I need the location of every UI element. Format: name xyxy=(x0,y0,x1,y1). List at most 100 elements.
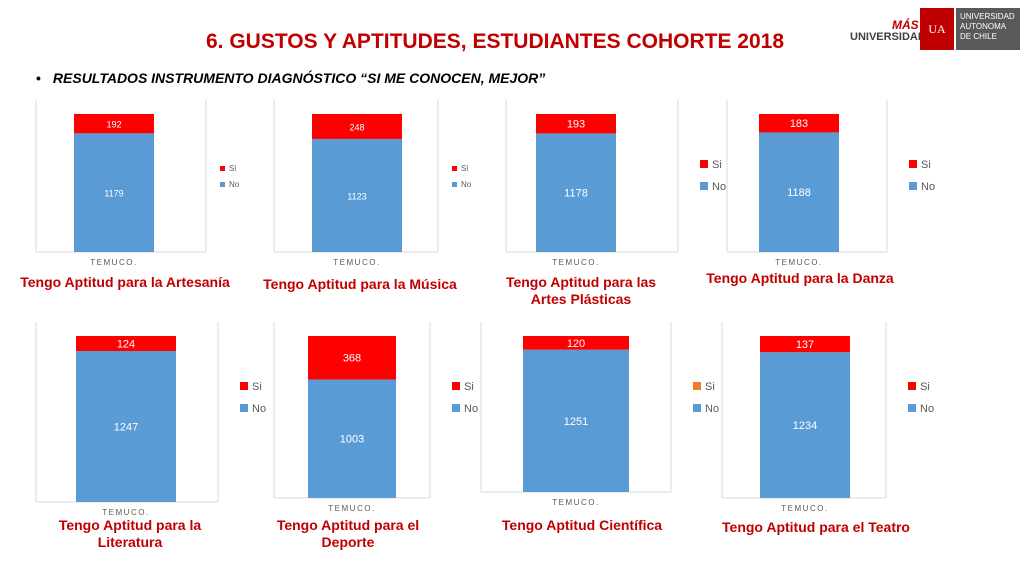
x-tick-label: TEMUCO. xyxy=(775,258,822,267)
legend-label-no: No xyxy=(705,403,719,415)
data-label-si: 124 xyxy=(117,339,135,351)
data-label-no: 1188 xyxy=(787,187,811,199)
chart-caption: Tengo Aptitud para la Literatura xyxy=(58,517,202,550)
data-label-no: 1123 xyxy=(347,191,366,201)
bar-segment-si xyxy=(760,336,850,353)
legend-swatch-no xyxy=(220,182,225,187)
chart-svg: 1178 193 TEMUCO. Si No xyxy=(505,100,726,267)
data-label-si: 248 xyxy=(349,122,364,132)
logo-name-line: UNIVERSIDAD xyxy=(960,12,1015,21)
chart-5: 1247 124 TEMUCO. Si No xyxy=(35,322,338,522)
bar-segment-no xyxy=(76,351,176,502)
data-label-si: 137 xyxy=(796,339,814,351)
bar-segment-si xyxy=(76,336,176,352)
legend-label-no: No xyxy=(921,181,935,193)
data-label-si: 192 xyxy=(106,120,121,130)
chart-svg: 1188 183 TEMUCO. Si No xyxy=(726,100,935,267)
university-logo: MÁS UNIVERSIDAD UA UNIVERSIDAD AUTONOMA … xyxy=(848,8,1020,52)
page-title: 6. GUSTOS Y APTITUDES, ESTUDIANTES COHOR… xyxy=(205,30,785,53)
logo-name-line: AUTONOMA xyxy=(960,22,1007,31)
chart-svg: 1247 124 TEMUCO. Si No xyxy=(35,322,266,517)
legend-swatch-si xyxy=(240,382,248,390)
legend-label-no: No xyxy=(252,403,266,415)
chart-caption: Tengo Aptitud para la Danza xyxy=(706,270,894,286)
legend-swatch-si xyxy=(220,166,225,171)
chart-1: 1179 192 TEMUCO. Si No xyxy=(35,100,326,272)
legend-label-si: Si xyxy=(229,164,236,173)
data-label-si: 193 xyxy=(567,119,585,131)
data-label-no: 1179 xyxy=(104,189,123,199)
subtitle-bullet: • RESULTADOS INSTRUMENTO DIAGNÓSTICO “SI … xyxy=(36,70,545,86)
legend-label-no: No xyxy=(920,403,934,415)
chart-caption: Tengo Aptitud Científica xyxy=(501,517,663,533)
legend-swatch-no xyxy=(908,404,916,412)
bar-segment-si xyxy=(536,114,616,134)
bullet-dot: • xyxy=(36,70,41,86)
legend-swatch-no xyxy=(909,182,917,190)
legend-swatch-si xyxy=(908,382,916,390)
bar-segment-si xyxy=(523,336,629,350)
chart-svg: 1003 368 TEMUCO. Si No xyxy=(273,322,478,513)
legend-label-si: Si xyxy=(705,381,715,393)
x-tick-label: TEMUCO. xyxy=(333,258,380,267)
x-tick-label: TEMUCO. xyxy=(328,504,375,513)
data-label-no: 1003 xyxy=(340,434,364,446)
legend-swatch-no xyxy=(693,404,701,412)
chart-3: 1178 193 TEMUCO. Si No xyxy=(505,100,798,272)
legend-label-no: No xyxy=(712,181,726,193)
chart-svg: 1234 137 TEMUCO. Si No xyxy=(721,322,934,513)
chart-7: 1251 120 TEMUCO. Si No xyxy=(480,322,791,512)
bar-segment-si xyxy=(759,114,839,133)
bar-segment-no xyxy=(74,133,154,252)
chart-caption: Tengo Aptitud para el Deporte xyxy=(276,517,420,550)
legend-label-no: No xyxy=(461,180,472,189)
bar-segment-no xyxy=(523,349,629,492)
chart-caption: Tengo Aptitud para el Teatro xyxy=(722,519,910,535)
bar-segment-si xyxy=(74,114,154,134)
bar-segment-si xyxy=(308,336,396,380)
legend-swatch-no xyxy=(240,404,248,412)
x-tick-label: TEMUCO. xyxy=(552,498,599,507)
legend-swatch-si xyxy=(700,160,708,168)
bar-segment-no xyxy=(312,138,402,252)
chart-svg: 1179 192 TEMUCO. Si No xyxy=(35,100,240,267)
legend-label-no: No xyxy=(464,403,478,415)
chart-6: 1003 368 TEMUCO. Si No xyxy=(273,322,550,518)
bar-segment-no xyxy=(536,133,616,252)
legend-swatch-no xyxy=(452,404,460,412)
legend-swatch-si xyxy=(693,382,701,390)
bar-segment-no xyxy=(759,132,839,252)
legend-label-si: Si xyxy=(464,381,474,393)
x-tick-label: TEMUCO. xyxy=(552,258,599,267)
x-tick-label: TEMUCO. xyxy=(102,508,149,517)
subtitle-text: RESULTADOS INSTRUMENTO DIAGNÓSTICO “SI M… xyxy=(52,70,546,86)
chart-svg: 1251 120 TEMUCO. Si No xyxy=(480,322,719,507)
legend-label-si: Si xyxy=(921,159,931,171)
data-label-si: 183 xyxy=(790,118,808,130)
legend-label-si: Si xyxy=(712,159,722,171)
data-label-no: 1247 xyxy=(114,422,138,434)
legend-swatch-si xyxy=(452,166,457,171)
chart-svg: 1123 248 TEMUCO. Si No xyxy=(273,100,472,267)
data-label-si: 120 xyxy=(567,338,585,350)
chart-4: 1188 183 TEMUCO. Si No xyxy=(726,100,1007,272)
legend-label-si: Si xyxy=(461,164,468,173)
chart-caption: Tengo Aptitud para la Música xyxy=(263,276,457,292)
logo-name-line: DE CHILE xyxy=(960,32,997,41)
bar-segment-no xyxy=(760,352,850,498)
chart-caption: Tengo Aptitud para las Artes Plásticas xyxy=(505,274,657,307)
legend-swatch-si xyxy=(452,382,460,390)
data-label-si: 368 xyxy=(343,353,361,365)
data-label-no: 1178 xyxy=(564,188,588,200)
legend-label-no: No xyxy=(229,180,240,189)
logo-mas: MÁS xyxy=(892,18,919,32)
logo-seal: UA xyxy=(920,8,954,50)
chart-caption: Tengo Aptitud para la Artesanía xyxy=(20,274,230,290)
data-label-no: 1251 xyxy=(564,416,588,428)
x-tick-label: TEMUCO. xyxy=(781,504,828,513)
legend-label-si: Si xyxy=(252,381,262,393)
legend-swatch-si xyxy=(909,160,917,168)
legend-label-si: Si xyxy=(920,381,930,393)
data-label-no: 1234 xyxy=(793,420,817,432)
bar-segment-si xyxy=(312,114,402,139)
